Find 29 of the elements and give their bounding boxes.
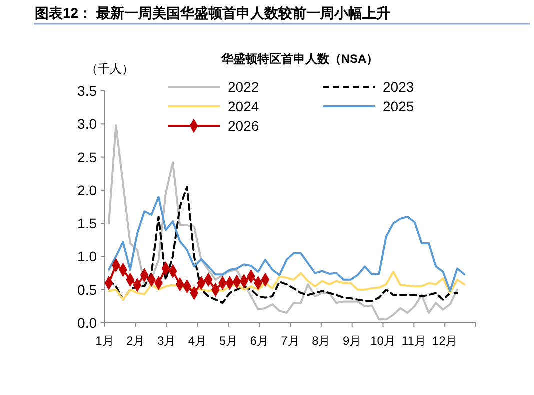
y-axis-title: （千人） <box>86 62 134 76</box>
y-tick-label: 2.5 <box>78 149 98 166</box>
x-tick-label: 7月 <box>281 334 300 348</box>
line-series <box>108 196 466 292</box>
y-tick-label: 2.0 <box>78 182 98 198</box>
y-tick-label: 0.5 <box>78 282 98 298</box>
legend-label: 2026 <box>228 118 260 134</box>
chart-title: 图表12： 最新一周美国华盛顿首申人数较前一周小幅上升 <box>35 5 390 21</box>
x-tick-label: 5月 <box>219 334 238 348</box>
legend-label: 2022 <box>228 79 260 95</box>
y-tick-label: 3.5 <box>78 83 98 99</box>
x-tick-label: 11月 <box>402 334 426 348</box>
x-tick-label: 8月 <box>312 334 331 348</box>
y-tick-label: 0.0 <box>78 315 98 331</box>
y-tick-label: 1.0 <box>78 248 98 265</box>
x-tick-label: 12月 <box>432 334 458 348</box>
x-tick-label: 9月 <box>342 334 362 348</box>
x-tick-label: 4月 <box>188 334 208 348</box>
x-tick-label: 2月 <box>126 334 146 348</box>
x-tick-label: 10月 <box>370 334 396 348</box>
x-tick-label: 3月 <box>157 334 176 348</box>
legend-label: 2024 <box>228 98 260 114</box>
legend-label: 2025 <box>383 98 414 114</box>
legend-label: 2023 <box>383 79 414 95</box>
x-tick-label: 1月 <box>96 334 114 348</box>
y-tick-label: 3.0 <box>78 116 98 132</box>
y-tick-label: 1.5 <box>78 216 98 232</box>
x-tick-label: 6月 <box>250 334 269 348</box>
chart-subtitle: 华盛顿特区首申人数（NSA） <box>220 52 379 66</box>
